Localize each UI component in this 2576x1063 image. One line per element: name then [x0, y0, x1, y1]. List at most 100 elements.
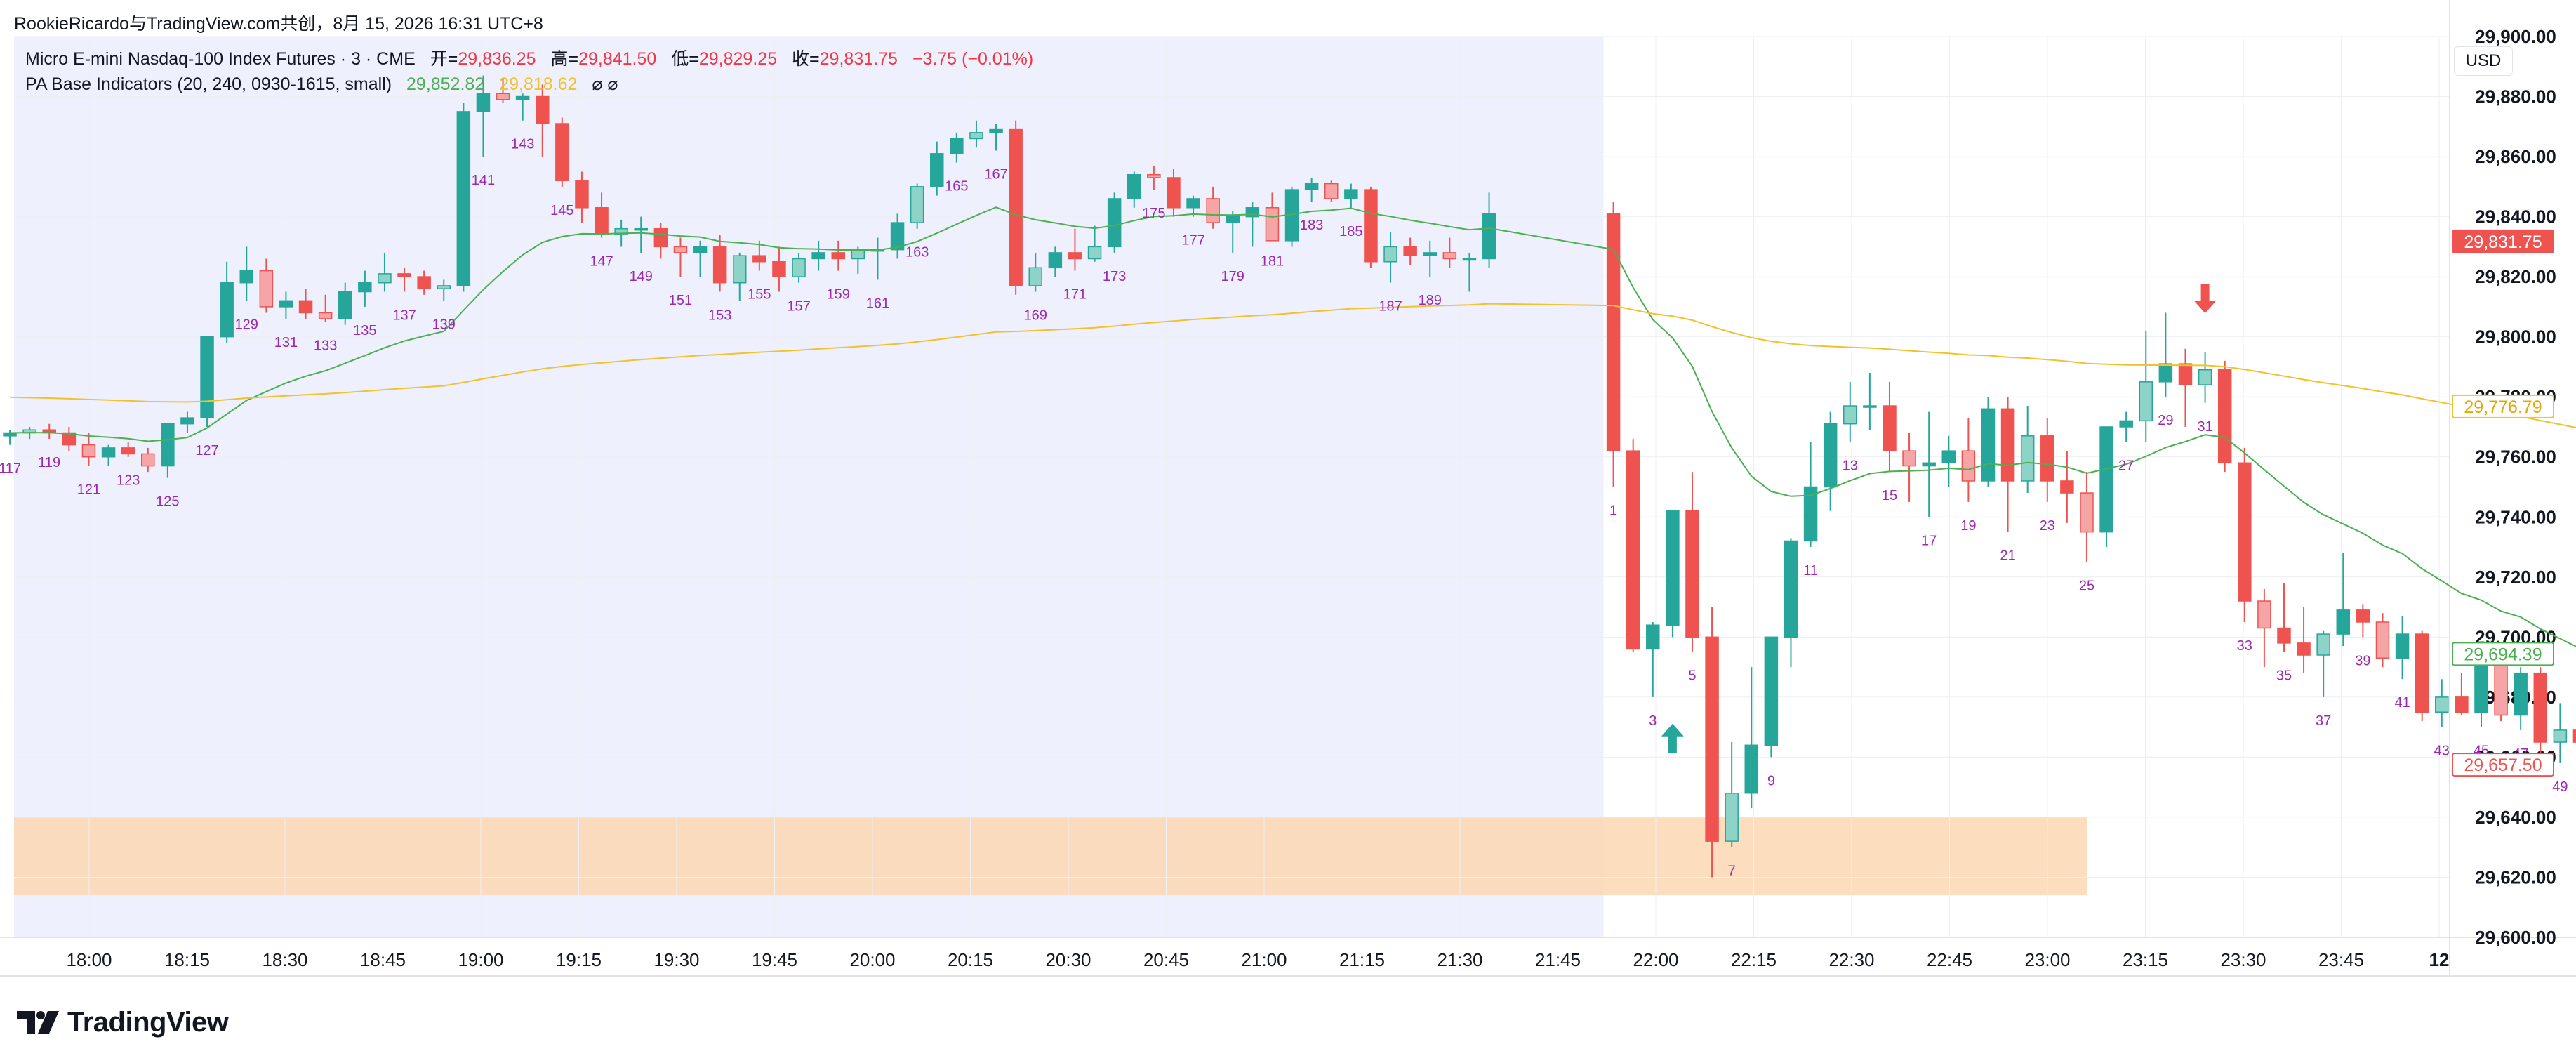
candle-body [575, 180, 589, 209]
candle-body [653, 227, 668, 248]
x-tick-label: 23:45 [2318, 949, 2364, 970]
candle-body [989, 128, 1003, 133]
candle-body [2494, 663, 2508, 716]
bar-number-label: 21 [2000, 548, 2015, 564]
candle-body [2553, 729, 2568, 743]
bar-number-label: 171 [1063, 287, 1087, 303]
bar-number-label: 153 [708, 308, 731, 324]
bar-number-label: 137 [392, 308, 416, 324]
y-tick-label: 29,800.00 [2475, 326, 2556, 348]
candle-body [2297, 642, 2311, 656]
bar-number-label: 15 [1882, 488, 1897, 503]
currency-selector[interactable]: USD [2454, 46, 2513, 76]
candle-body [2238, 462, 2252, 602]
candle-body [437, 285, 451, 289]
candle-body [1784, 540, 1798, 638]
candle-body [555, 123, 569, 182]
candle-body [1186, 198, 1200, 209]
candle-body [2415, 633, 2429, 713]
bar-number-label: 187 [1379, 299, 1402, 315]
bar-number-label: 169 [1024, 308, 1047, 324]
candle-body [969, 132, 983, 140]
bar-number-label: 185 [1339, 224, 1362, 239]
bar-number-label: 173 [1103, 269, 1126, 284]
candle-body [2198, 369, 2212, 385]
x-tick-label: 19:15 [556, 949, 602, 970]
bar-number-label: 139 [432, 317, 456, 332]
header-title: RookieRicardo与TradingView.com共创，8月 15, 2… [14, 14, 543, 34]
candle-body [1803, 486, 1818, 542]
candle-body [1423, 252, 1437, 256]
bar-number-label: 27 [2118, 458, 2134, 473]
candle-body [614, 227, 628, 236]
candle-body [811, 252, 825, 260]
candle-body [279, 300, 293, 308]
candle-body [1646, 624, 1660, 650]
candle-body [1127, 173, 1141, 199]
candle-body [1107, 198, 1122, 248]
candle-body [2139, 381, 2153, 422]
candle-body [1304, 183, 1319, 190]
candle-body [338, 291, 352, 319]
candle-body [1462, 258, 1477, 261]
x-tick-label: 21:30 [1437, 949, 1482, 970]
candle-body [1167, 177, 1181, 209]
high-value: 29,841.50 [578, 49, 657, 69]
bar-number-label: 25 [2079, 578, 2094, 593]
candle-body [673, 246, 688, 253]
candle-body [595, 207, 609, 236]
symbol-row: Micro E-mini Nasdaq-100 Index Futures · … [25, 46, 1033, 72]
candle-body [378, 273, 392, 284]
buy-arrow-icon [1661, 723, 1684, 753]
bar-number-label: 177 [1181, 233, 1204, 249]
bar-number-label: 125 [156, 494, 179, 510]
candle-body [2356, 609, 2370, 623]
x-tick-label: 19:00 [458, 949, 503, 970]
tradingview-logo-icon [17, 1011, 59, 1034]
bar-number-label: 157 [787, 299, 810, 315]
indicator-name[interactable]: PA Base Indicators (20, 240, 0930-1615, … [25, 74, 392, 94]
bar-number-label: 183 [1300, 218, 1323, 233]
bar-number-label: 159 [827, 287, 850, 303]
bar-number-label: 175 [1142, 206, 1165, 221]
candle-body [2395, 633, 2410, 659]
candle-body [536, 95, 550, 124]
y-tick-label: 29,720.00 [2475, 567, 2556, 588]
x-tick-label: 22:45 [1927, 949, 1972, 970]
candle-body [456, 111, 471, 286]
candle-body [2316, 633, 2330, 656]
sell-arrow-icon [2193, 284, 2217, 314]
candle-body [220, 282, 234, 338]
candle-body [1941, 450, 1956, 464]
tradingview-logo[interactable]: TradingView [15, 1003, 229, 1042]
y-tick-label: 29,640.00 [2475, 807, 2556, 828]
bar-number-label: 35 [2276, 668, 2292, 684]
candle-body [417, 276, 431, 289]
bar-number-label: 149 [630, 269, 653, 284]
candle-body [1685, 510, 1699, 638]
ema-240-line [10, 303, 2576, 429]
x-tick-label: 18:00 [66, 949, 112, 970]
candle-body [161, 423, 175, 467]
candle-body [62, 432, 77, 446]
x-tick-label: 19:45 [752, 949, 797, 970]
candle-body [397, 273, 411, 277]
candle-body [772, 261, 786, 277]
candle-body [930, 153, 944, 187]
bar-number-label: 7 [1728, 864, 1736, 879]
candle-body [200, 336, 214, 418]
candle-body [2000, 408, 2015, 482]
x-tick-label: 21:00 [1241, 949, 1287, 970]
y-tick-label: 29,740.00 [2475, 506, 2556, 527]
bar-number-label: 141 [472, 173, 495, 188]
bar-number-label: 19 [1960, 518, 1976, 534]
bar-number-label: 31 [2197, 419, 2212, 435]
candle-body [1902, 450, 1916, 467]
candle-body [910, 186, 924, 223]
candle-body [890, 222, 905, 251]
y-tick-label: 29,860.00 [2475, 146, 2556, 167]
bar-number-label: 117 [0, 461, 21, 477]
bar-number-label: 1 [1609, 503, 1617, 519]
symbol-name[interactable]: Micro E-mini Nasdaq-100 Index Futures · … [25, 49, 416, 69]
